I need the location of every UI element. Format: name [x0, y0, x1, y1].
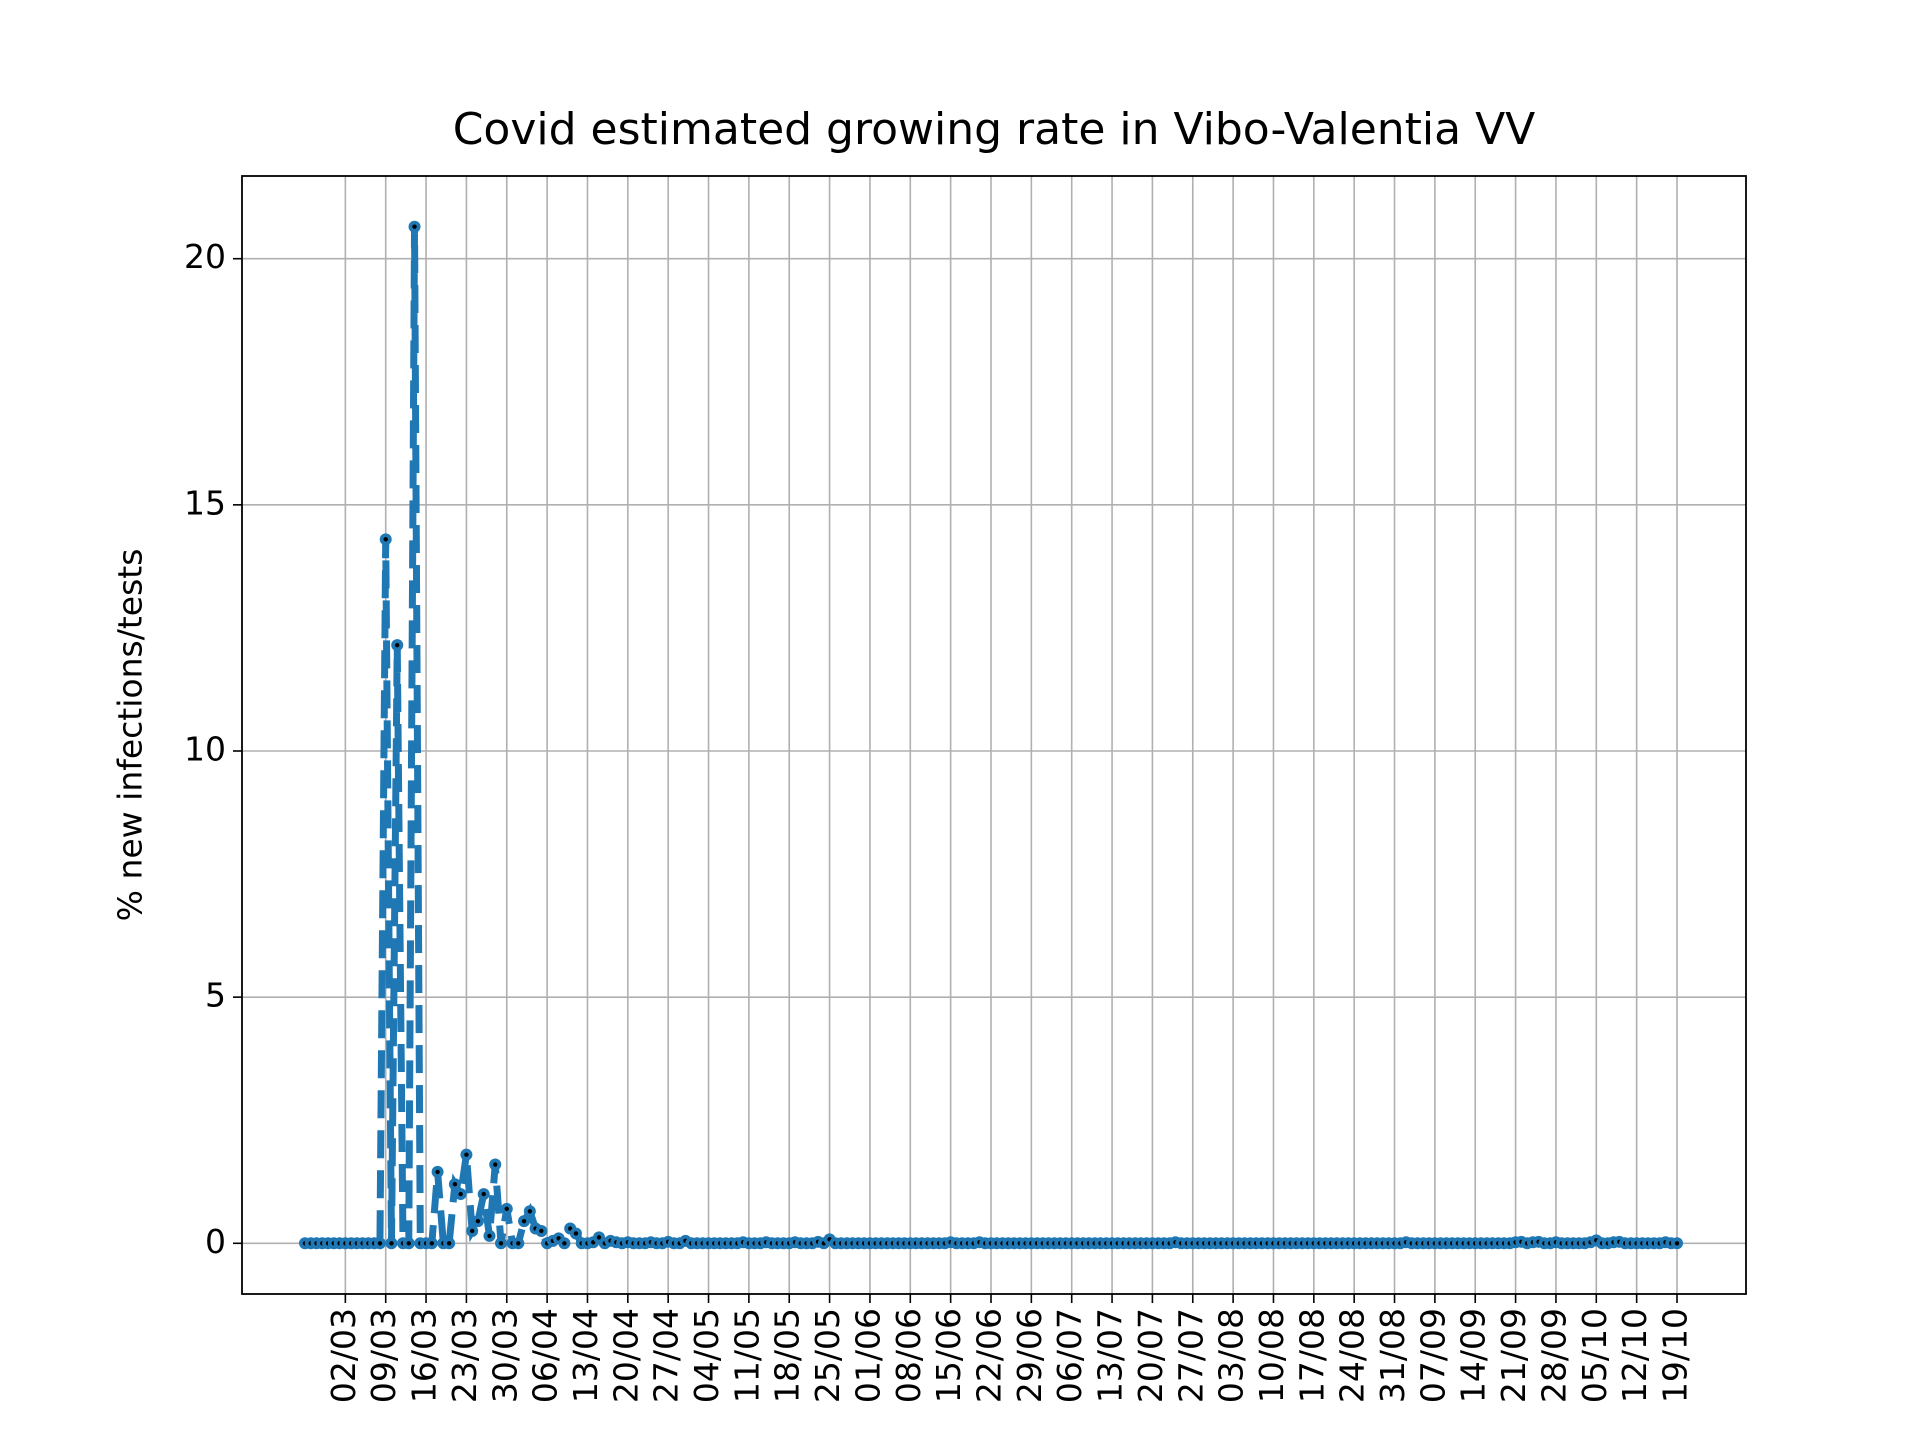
- x-tick-label: 20/04: [606, 1308, 645, 1403]
- x-tick-label: 18/05: [768, 1308, 807, 1403]
- x-tick-label: 08/06: [889, 1308, 928, 1403]
- y-tick-label: 10: [184, 729, 226, 768]
- point-dot: [429, 1241, 435, 1246]
- chart-title: Covid estimated growing rate in Vibo-Val…: [453, 104, 1536, 155]
- point-dot: [464, 1152, 469, 1157]
- x-tick-label: 27/04: [647, 1308, 686, 1403]
- point-dot: [573, 1231, 579, 1236]
- y-tick-label: 20: [184, 237, 226, 276]
- point-dot: [527, 1209, 533, 1214]
- point-dot: [389, 1241, 394, 1246]
- point-dot: [591, 1240, 596, 1245]
- point-dot: [556, 1236, 561, 1241]
- x-tick-label: 27/07: [1171, 1308, 1210, 1403]
- x-tick-label: 23/03: [445, 1308, 484, 1403]
- point-dot: [562, 1241, 567, 1246]
- x-tick-label: 04/05: [687, 1308, 726, 1403]
- point-dot: [406, 1241, 411, 1246]
- point-dot: [452, 1182, 458, 1187]
- x-tick-label: 29/06: [1010, 1308, 1049, 1403]
- point-dot: [395, 642, 400, 648]
- y-tick-label: 15: [184, 483, 226, 522]
- point-dot: [435, 1169, 440, 1175]
- point-dot: [383, 537, 388, 542]
- x-tick-label: 13/04: [566, 1308, 605, 1403]
- point-dot: [498, 1241, 504, 1246]
- point-dot: [487, 1233, 492, 1239]
- point-dot: [475, 1218, 481, 1224]
- y-tick-label: 0: [205, 1222, 226, 1261]
- x-tick-label: 06/07: [1050, 1308, 1089, 1403]
- x-tick-label: 15/06: [929, 1308, 968, 1403]
- x-tick-label: 13/07: [1091, 1308, 1130, 1403]
- point-dot: [521, 1218, 527, 1224]
- point-dot: [481, 1191, 486, 1197]
- y-axis-label: % new infections/tests: [111, 549, 150, 922]
- point-dot: [567, 1226, 573, 1231]
- x-tick-label: 01/06: [848, 1308, 887, 1403]
- point-dot: [539, 1228, 544, 1234]
- point-dot: [446, 1241, 452, 1246]
- x-tick-label: 28/09: [1534, 1308, 1573, 1403]
- point-dot: [516, 1241, 521, 1246]
- point-dot: [596, 1235, 602, 1240]
- x-tick-label: 03/08: [1212, 1308, 1251, 1403]
- axes-frame: [241, 175, 1747, 1295]
- x-tick-label: 20/07: [1131, 1308, 1170, 1403]
- point-dot: [1674, 1241, 1680, 1246]
- point-dot: [377, 1241, 383, 1246]
- x-tick-label: 16/03: [405, 1308, 444, 1403]
- y-tick-label: 5: [205, 976, 226, 1015]
- x-tick-label: 22/06: [970, 1308, 1009, 1403]
- x-tick-label: 10/08: [1252, 1308, 1291, 1403]
- x-tick-label: 05/10: [1575, 1308, 1614, 1403]
- x-tick-label: 31/08: [1373, 1308, 1412, 1403]
- point-dot: [412, 224, 417, 229]
- point-dot: [458, 1191, 463, 1197]
- x-tick-label: 11/05: [727, 1308, 766, 1403]
- x-tick-label: 02/03: [324, 1308, 363, 1403]
- x-tick-label: 24/08: [1333, 1308, 1372, 1403]
- x-tick-label: 30/03: [485, 1308, 524, 1403]
- x-tick-label: 25/05: [808, 1308, 847, 1403]
- x-tick-label: 14/09: [1454, 1308, 1493, 1403]
- x-tick-label: 12/10: [1615, 1308, 1654, 1403]
- point-dot: [469, 1228, 475, 1234]
- point-dot: [504, 1206, 509, 1212]
- x-tick-label: 09/03: [364, 1308, 403, 1403]
- x-tick-label: 06/04: [526, 1308, 565, 1403]
- point-dot: [493, 1162, 498, 1167]
- x-tick-label: 19/10: [1656, 1308, 1695, 1403]
- x-tick-label: 21/09: [1494, 1308, 1533, 1403]
- x-tick-label: 17/08: [1292, 1308, 1331, 1403]
- x-tick-label: 07/09: [1413, 1308, 1452, 1403]
